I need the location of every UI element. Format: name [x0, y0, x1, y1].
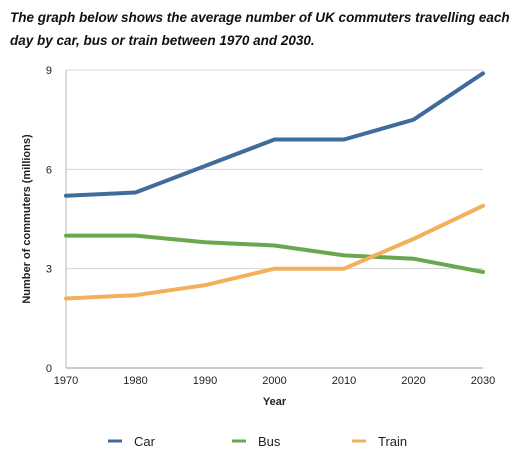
legend: Car Bus Train	[108, 434, 407, 449]
y-tick-label: 0	[46, 363, 52, 375]
x-tick-label: 2030	[471, 375, 495, 387]
series-line-car	[64, 71, 485, 198]
series-line-bus	[64, 233, 485, 274]
series-lines	[64, 71, 485, 301]
x-tick-label: 1990	[193, 375, 217, 387]
x-tick-label: 2020	[401, 375, 425, 387]
series-line-train	[64, 203, 485, 301]
y-tick-labels: 0 3 6 9	[46, 65, 52, 375]
legend-label-bus: Bus	[258, 434, 281, 449]
x-tick-label: 2000	[262, 375, 286, 387]
chart-caption: The graph below shows the average number…	[10, 10, 510, 48]
x-axis-title: Year	[263, 396, 287, 408]
y-axis-title: Number of commuters (millions)	[21, 134, 33, 304]
y-tick-label: 3	[46, 264, 52, 276]
y-tick-label: 6	[46, 164, 52, 176]
x-tick-label: 2010	[332, 375, 356, 387]
gridlines	[66, 69, 483, 270]
legend-label-car: Car	[134, 434, 156, 449]
x-tick-labels: 1970 1980 1990 2000 2010 2020 2030	[54, 375, 495, 387]
legend-label-train: Train	[378, 434, 407, 449]
x-tick-label: 1980	[123, 375, 147, 387]
y-tick-label: 9	[46, 65, 52, 77]
x-tick-label: 1970	[54, 375, 78, 387]
